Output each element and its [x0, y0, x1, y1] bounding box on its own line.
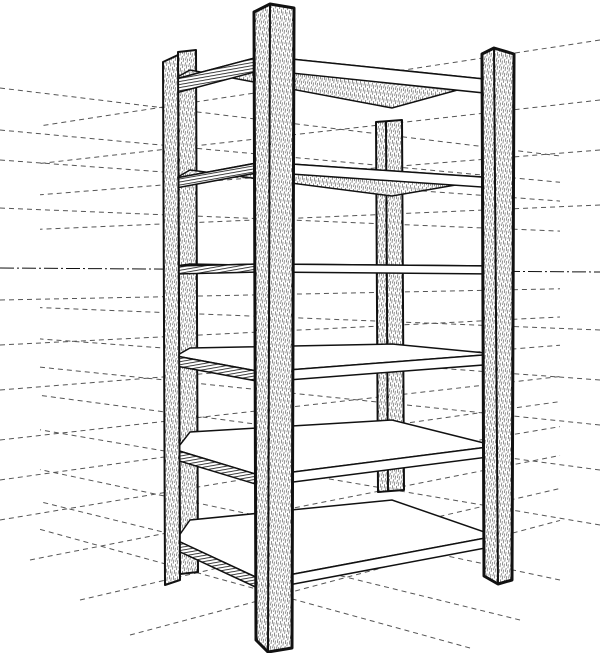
shelf [174, 499, 499, 592]
shelf [175, 263, 497, 275]
guide-line [29, 454, 561, 561]
guide-line [39, 99, 600, 164]
back-center-post [376, 120, 404, 492]
shelf-right-rail [261, 263, 497, 275]
guide-line [39, 528, 471, 649]
front-right-post [482, 48, 514, 584]
guide-line [39, 204, 600, 230]
front-posts [162, 2, 516, 653]
shelf [174, 419, 497, 488]
front-center-post [254, 4, 294, 652]
shelf-left-rail [175, 263, 263, 275]
back-left-post [178, 50, 198, 574]
front-left-post [163, 55, 180, 585]
shelves [171, 55, 499, 592]
shelf [175, 161, 497, 197]
shelf [173, 343, 497, 383]
horizon-line [0, 267, 600, 273]
